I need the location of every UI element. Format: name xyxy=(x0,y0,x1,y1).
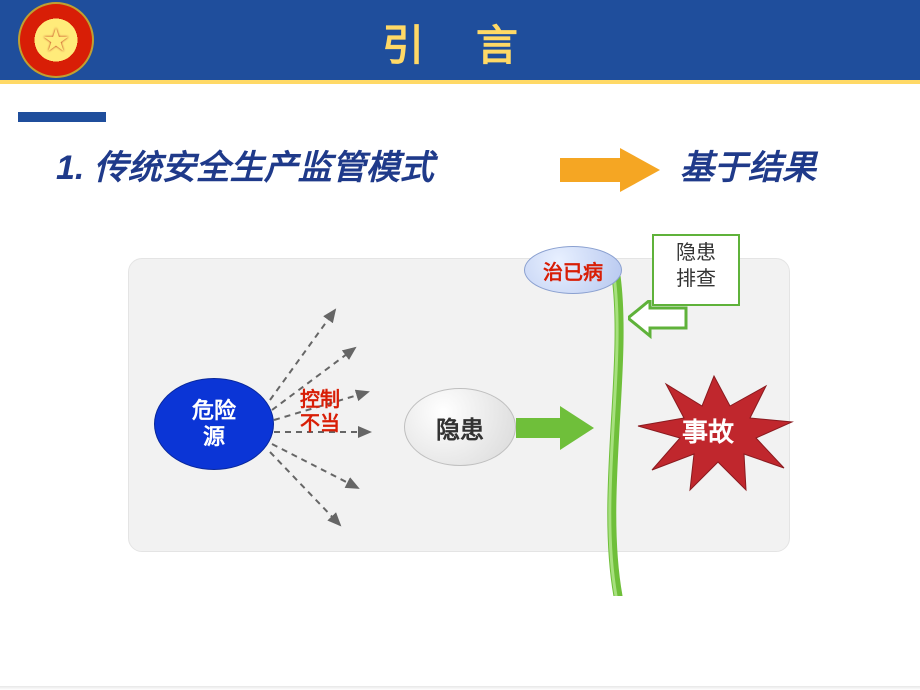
node-danger-label: 危险 源 xyxy=(192,398,236,451)
hollow-arrow-icon xyxy=(628,300,688,348)
page-title: 引 言 xyxy=(0,12,920,73)
green-arrow-icon xyxy=(516,406,594,450)
big-arrow-icon xyxy=(560,148,660,192)
node-danger-source: 危险 源 xyxy=(154,378,274,470)
node-hidden-danger: 隐患 xyxy=(404,388,516,466)
accent-bar xyxy=(18,112,106,122)
title-underline xyxy=(0,80,920,84)
page-shadow xyxy=(0,686,920,690)
node-hidden-label: 隐患 xyxy=(436,410,484,445)
title-bar: ★ 引 言 xyxy=(0,0,920,80)
node-cure-label: 治已病 xyxy=(543,256,603,285)
subtitle-right: 基于结果 xyxy=(680,140,816,189)
node-inspection: 隐患 排查 xyxy=(652,234,740,306)
accident-label: 事故 xyxy=(682,412,734,449)
node-cure: 治已病 xyxy=(524,246,622,294)
subtitle-left: 1. 传统安全生产监管模式 xyxy=(56,140,434,189)
control-improper-label: 控制 不当 xyxy=(300,388,340,436)
